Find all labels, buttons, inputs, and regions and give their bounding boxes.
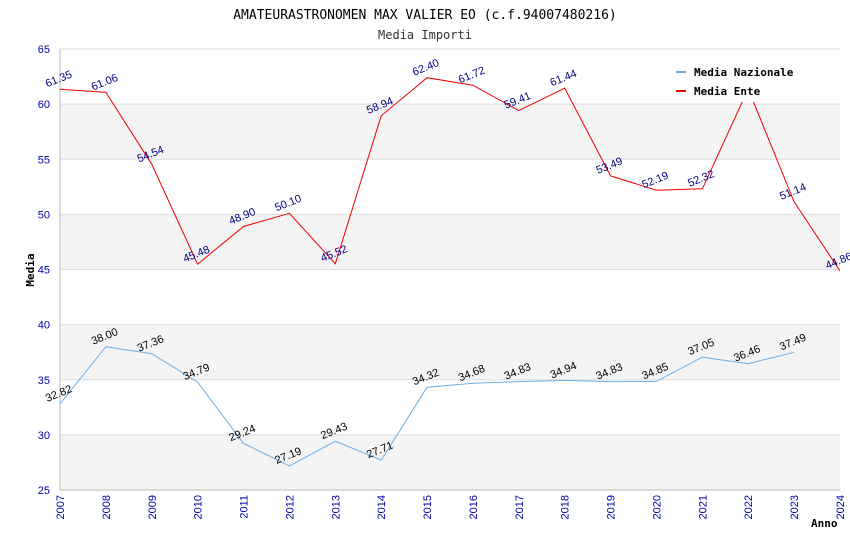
x-tick-label: 2010 [193,495,205,519]
x-tick-label: 2009 [147,495,159,519]
y-tick-label: 25 [38,485,50,497]
axis-ticks: 25 30 35 40 45 50 55 60 65 2007 2008 2009 2010 2011 20… [38,44,847,519]
grid-band [60,434,840,490]
x-tick-label: 2014 [376,495,388,519]
series-line [59,77,841,272]
x-tick-label: 2013 [330,495,342,519]
series-lines [59,77,841,467]
legend: Media Nazionale Media Ente [670,60,810,102]
x-tick-label: 2022 [743,495,755,519]
legend-box [670,60,810,102]
x-tick-label: 2018 [560,495,572,519]
x-tick-label: 2012 [284,495,296,519]
grid-band [60,379,840,435]
grid-band [60,324,840,380]
grid-bands [59,48,840,491]
x-tick-label: 2020 [651,495,663,519]
chart-subtitle: Media Importi [378,28,472,42]
grid-band [60,214,840,270]
x-tick-label: 2017 [514,495,526,519]
y-tick-label: 45 [38,265,50,277]
y-tick-label: 30 [38,430,50,442]
x-tick-label: 2015 [422,495,434,519]
x-axis-label: Anno [811,517,838,530]
y-axis-label: Media [24,253,37,286]
y-tick-label: 50 [38,209,50,221]
legend-entry: Media Nazionale [694,66,794,79]
x-tick-label: 2011 [239,495,251,519]
y-tick-label: 60 [38,99,50,111]
y-tick-label: 55 [38,154,50,166]
chart-title: AMATEURASTRONOMEN MAX VALIER EO (c.f.940… [233,8,617,23]
y-tick-label: 40 [38,320,50,332]
y-tick-label: 35 [38,375,50,387]
x-tick-label: 2007 [55,495,67,519]
x-tick-label: 2008 [101,495,113,519]
x-tick-label: 2016 [468,495,480,519]
x-tick-label: 2021 [697,495,709,519]
legend-entry: Media Ente [694,85,761,98]
x-tick-label: 2023 [789,495,801,519]
y-tick-label: 65 [38,44,50,56]
grid-band [60,159,840,215]
x-tick-label: 2019 [606,495,618,519]
grid-band [60,104,840,160]
series-line [59,346,795,467]
grid-band [60,269,840,325]
x-tick-label: 2024 [835,495,847,519]
